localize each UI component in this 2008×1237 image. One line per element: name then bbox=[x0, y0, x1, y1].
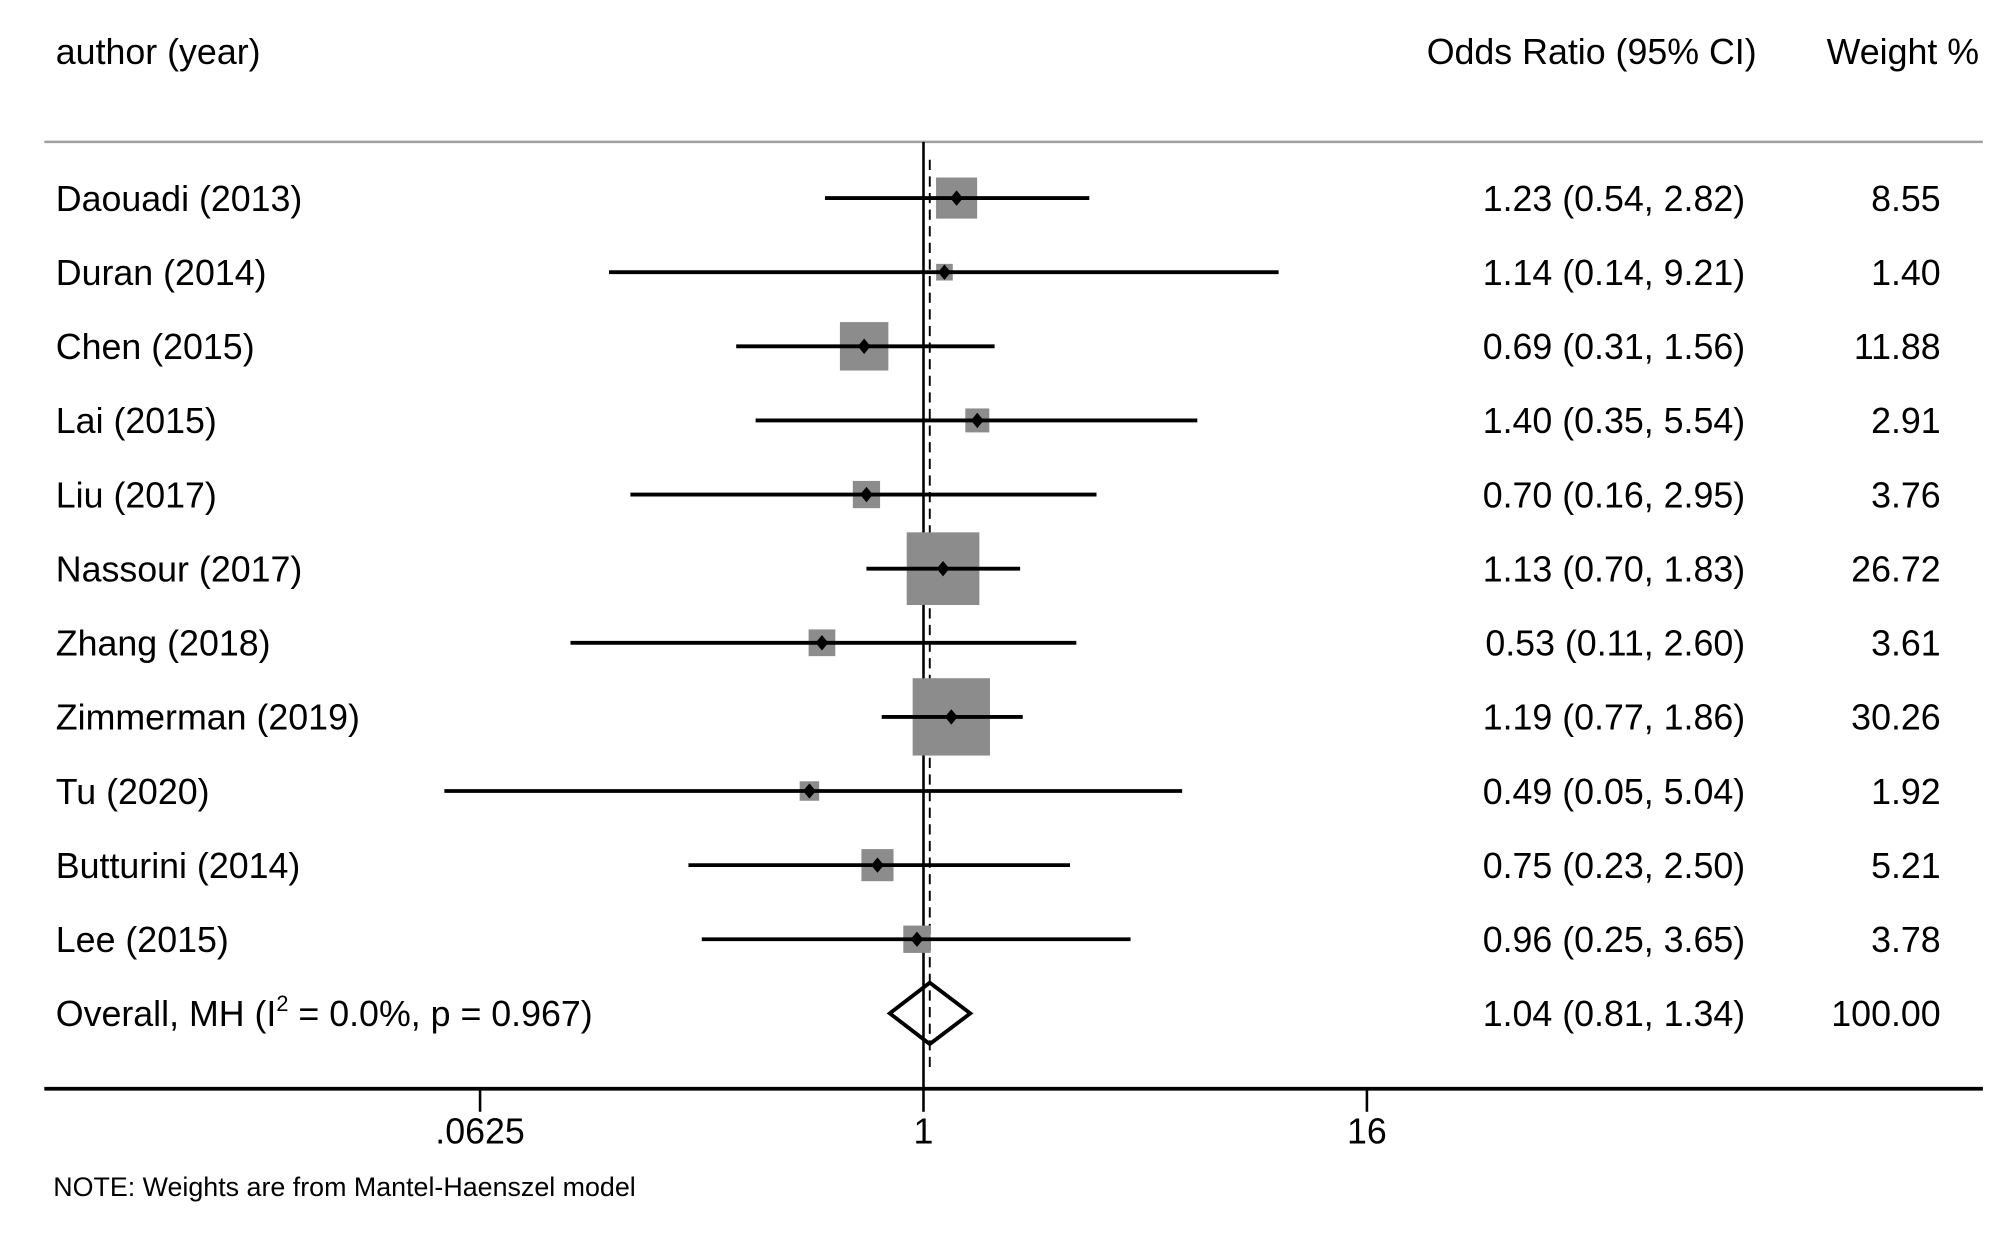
study-weight-text: 8.55 bbox=[1871, 179, 1941, 219]
study-label: Daouadi (2013) bbox=[56, 179, 303, 219]
study-label: Chen (2015) bbox=[56, 327, 255, 367]
study-label: Butturini (2014) bbox=[56, 846, 301, 886]
study-weight-text: 5.21 bbox=[1871, 846, 1941, 886]
study-weight-text: 1.92 bbox=[1871, 772, 1941, 812]
header-weight: Weight % bbox=[1827, 32, 1979, 72]
study-weight-text: 26.72 bbox=[1851, 549, 1941, 589]
study-weight-text: 2.91 bbox=[1871, 401, 1941, 441]
overall-label: Overall, MH (I2 = 0.0%, p = 0.967) bbox=[56, 991, 593, 1034]
study-label: Tu (2020) bbox=[56, 772, 210, 812]
study-label: Nassour (2017) bbox=[56, 549, 302, 589]
x-tick-label: 16 bbox=[1347, 1112, 1387, 1152]
study-weight-text: 3.78 bbox=[1871, 920, 1941, 960]
study-ci-text: 1.40 (0.35, 5.54) bbox=[1483, 401, 1745, 441]
x-tick-label: 1 bbox=[914, 1112, 934, 1152]
study-ci-text: 0.53 (0.11, 2.60) bbox=[1485, 624, 1745, 664]
study-label: Liu (2017) bbox=[56, 475, 217, 515]
study-ci-text: 0.69 (0.31, 1.56) bbox=[1483, 327, 1745, 367]
point-estimate bbox=[936, 560, 950, 577]
x-tick-label: .0625 bbox=[435, 1112, 525, 1152]
study-ci-text: 0.49 (0.05, 5.04) bbox=[1483, 772, 1745, 812]
study-weight-text: 3.76 bbox=[1871, 475, 1941, 515]
point-estimate bbox=[860, 486, 873, 503]
study-label: Lai (2015) bbox=[56, 401, 217, 441]
overall-diamond bbox=[886, 980, 974, 1047]
point-estimate bbox=[910, 931, 924, 947]
study-ci-text: 0.75 (0.23, 2.50) bbox=[1483, 846, 1745, 886]
study-label: Zhang (2018) bbox=[56, 624, 271, 664]
study-ci-text: 1.23 (0.54, 2.82) bbox=[1483, 179, 1745, 219]
study-weight-text: 30.26 bbox=[1851, 698, 1941, 738]
header-effect: Odds Ratio (95% CI) bbox=[1427, 32, 1757, 72]
study-label: Zimmerman (2019) bbox=[56, 698, 360, 738]
study-ci-text: 0.96 (0.25, 3.65) bbox=[1483, 920, 1745, 960]
study-ci-text: 1.14 (0.14, 9.21) bbox=[1483, 253, 1745, 293]
study-ci-text: 0.70 (0.16, 2.95) bbox=[1483, 475, 1745, 515]
overall-ci-text: 1.04 (0.81, 1.34) bbox=[1483, 994, 1745, 1034]
study-weight-text: 1.40 bbox=[1871, 253, 1941, 293]
point-estimate bbox=[950, 190, 963, 206]
study-ci-text: 1.13 (0.70, 1.83) bbox=[1483, 549, 1745, 589]
study-label: Duran (2014) bbox=[56, 253, 267, 293]
study-weight-text: 11.88 bbox=[1854, 327, 1941, 367]
point-estimate bbox=[803, 783, 816, 799]
overall-weight-text: 100.00 bbox=[1831, 994, 1940, 1034]
study-label: Lee (2015) bbox=[56, 920, 229, 960]
footnote: NOTE: Weights are from Mantel-Haenszel m… bbox=[53, 1172, 635, 1202]
header-study: author (year) bbox=[56, 32, 261, 72]
point-estimate bbox=[857, 338, 871, 354]
study-weight-text: 3.61 bbox=[1871, 624, 1941, 664]
study-ci-text: 1.19 (0.77, 1.86) bbox=[1483, 698, 1745, 738]
